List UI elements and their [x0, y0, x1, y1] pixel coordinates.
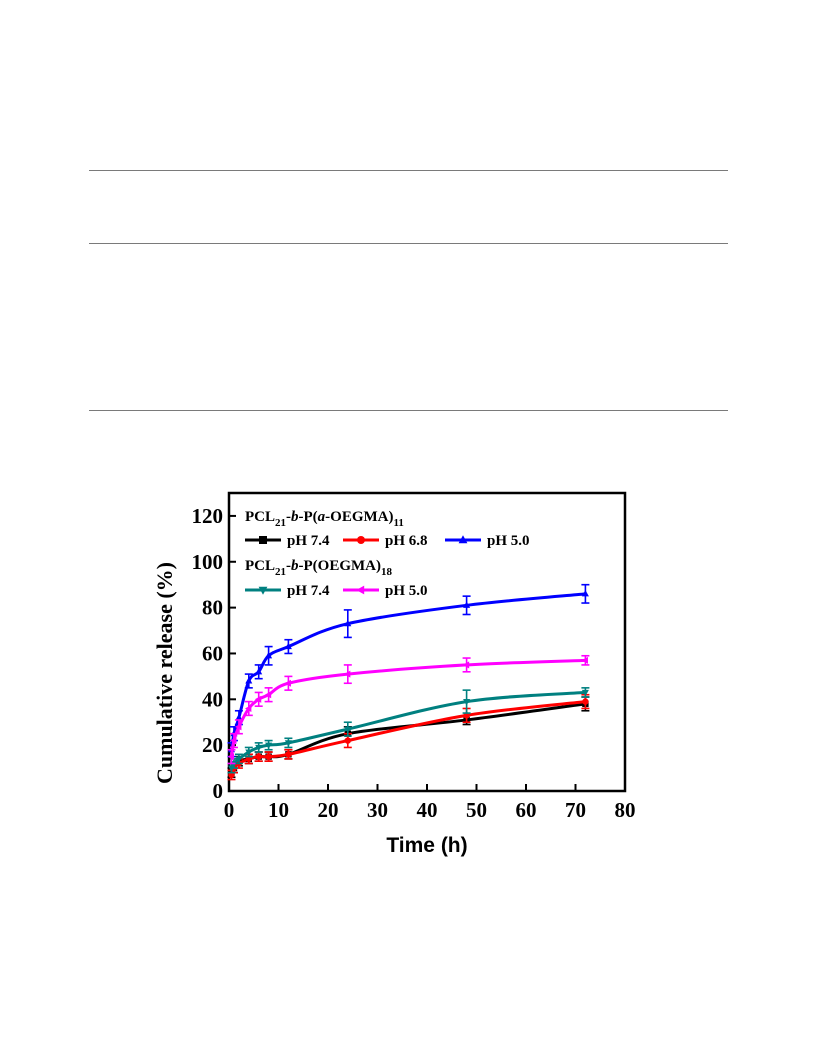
data-point — [235, 723, 242, 731]
data-point — [244, 704, 252, 712]
legend-entry-label: pH 5.0 — [487, 533, 530, 549]
data-point — [245, 677, 253, 684]
x-tick-label: 60 — [516, 798, 537, 822]
legend-entry-label: pH 6.8 — [385, 533, 428, 549]
table-rule-bottom — [89, 410, 728, 411]
data-point — [227, 753, 235, 761]
data-point — [255, 753, 262, 760]
data-point — [264, 691, 272, 699]
release-chart-figure: 0 10 20 30 40 50 60 70 80 0 20 40 60 80 100 120 PCL21-b… — [125, 447, 705, 859]
data-point — [343, 670, 351, 678]
data-point — [255, 667, 263, 675]
y-tick-label: 60 — [202, 641, 223, 665]
data-point — [581, 590, 589, 597]
x-tick-label: 40 — [417, 798, 438, 822]
x-tick-label: 30 — [367, 798, 388, 822]
x-tick-label: 10 — [268, 798, 289, 822]
release-chart: 0 10 20 30 40 50 60 70 80 0 20 40 60 80 100 120 PCL21-b… — [152, 491, 636, 857]
y-tick-label: 100 — [192, 550, 224, 574]
data-point — [265, 651, 273, 659]
data-point — [284, 679, 291, 687]
table-rule-top — [89, 170, 728, 171]
data-point — [344, 726, 352, 733]
legend-title: PCL21-b-P(OEGMA)18 — [245, 558, 392, 578]
data-point — [284, 642, 292, 650]
data-point — [463, 699, 471, 706]
legend-swatch-marker — [356, 585, 365, 595]
y-axis-label: Cumulative release (%) — [152, 562, 177, 784]
data-point — [344, 619, 352, 627]
data-point — [285, 751, 292, 758]
data-point — [235, 756, 243, 763]
x-tick-label: 0 — [224, 798, 235, 822]
data-point — [254, 695, 262, 703]
data-point — [463, 601, 471, 608]
y-tick-label: 120 — [192, 504, 224, 528]
x-tick-label: 80 — [615, 798, 636, 822]
data-point — [284, 740, 292, 747]
data-point — [581, 689, 589, 697]
data-point — [344, 737, 351, 744]
x-tick-label: 50 — [466, 798, 487, 822]
legend-entry-label: pH 7.4 — [287, 533, 330, 549]
x-tick-label: 20 — [318, 798, 339, 822]
data-point — [235, 713, 243, 721]
legend-entry-label: pH 5.0 — [385, 583, 428, 599]
data-point — [255, 744, 263, 752]
legend-swatch-marker — [357, 536, 365, 544]
data-point — [582, 698, 589, 705]
data-point — [245, 749, 253, 756]
y-tick-label: 20 — [202, 733, 223, 757]
data-point — [265, 742, 273, 749]
y-tick-label: 0 — [213, 779, 224, 803]
legend-swatch-marker — [458, 535, 468, 544]
legend-swatch-marker — [259, 536, 267, 544]
y-tick-label: 40 — [202, 687, 223, 711]
data-point — [462, 661, 470, 669]
legend-entry-label: pH 7.4 — [287, 583, 330, 599]
data-point — [230, 737, 237, 745]
data-point — [581, 656, 588, 664]
legend-title: PCL21-b-P(a-OEGMA)11 — [245, 509, 404, 529]
x-axis-label: Time (h) — [386, 834, 467, 857]
data-point — [265, 753, 272, 760]
y-tick-label: 80 — [202, 596, 223, 620]
x-tick-label: 70 — [565, 798, 586, 822]
table-rule-middle — [89, 243, 728, 244]
legend-swatch-marker — [258, 586, 268, 595]
